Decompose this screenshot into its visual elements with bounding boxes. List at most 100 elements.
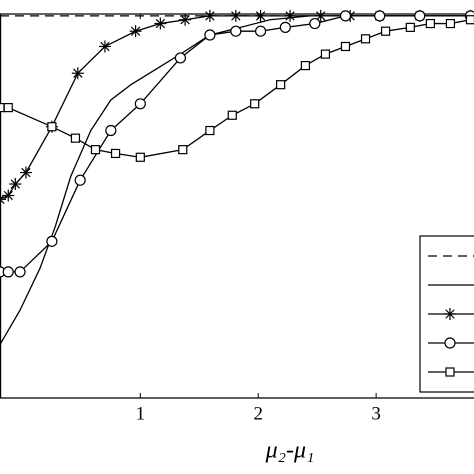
point <box>129 25 142 38</box>
marker <box>204 29 216 41</box>
point <box>0 103 5 113</box>
marker <box>255 11 266 21</box>
marker <box>300 60 310 71</box>
marker <box>230 25 242 37</box>
point <box>70 133 81 143</box>
point <box>9 178 22 191</box>
marker <box>205 11 215 21</box>
point <box>340 41 351 52</box>
point <box>204 29 216 41</box>
marker <box>445 18 456 29</box>
marker <box>100 41 110 52</box>
x-tick-label: 3 <box>371 403 381 424</box>
point <box>465 15 474 25</box>
marker <box>46 235 58 247</box>
marker <box>3 103 13 113</box>
marker <box>130 26 141 36</box>
marker <box>309 17 321 30</box>
marker <box>155 18 166 29</box>
point <box>444 337 456 349</box>
x-tick-label: 2 <box>253 403 263 424</box>
marker <box>374 10 386 22</box>
point <box>2 189 15 202</box>
point <box>254 9 267 22</box>
point <box>98 40 111 53</box>
marker <box>360 34 371 44</box>
marker <box>105 124 117 137</box>
marker <box>2 266 14 278</box>
point <box>374 10 386 22</box>
point <box>71 67 84 80</box>
point <box>14 266 26 278</box>
marker <box>0 194 5 201</box>
marker <box>0 103 5 113</box>
marker <box>231 11 241 21</box>
marker <box>316 11 326 21</box>
point <box>314 9 327 22</box>
point <box>178 145 188 155</box>
point <box>174 52 187 64</box>
marker <box>178 145 188 155</box>
series-line <box>0 15 474 345</box>
point <box>135 152 145 162</box>
point <box>320 49 331 59</box>
marker <box>425 18 435 29</box>
point <box>254 25 267 37</box>
point <box>250 99 260 109</box>
point <box>405 22 415 32</box>
marker <box>180 15 190 25</box>
marker <box>74 174 86 186</box>
marker <box>380 26 391 36</box>
point <box>205 125 215 136</box>
marker <box>110 148 121 159</box>
marker <box>3 190 13 201</box>
point <box>445 18 456 29</box>
point <box>154 17 167 30</box>
marker <box>205 125 215 136</box>
point <box>425 18 435 29</box>
point <box>3 103 13 113</box>
point <box>339 10 352 22</box>
point <box>380 26 391 36</box>
marker <box>276 80 286 90</box>
marker <box>21 167 31 178</box>
marker <box>134 98 146 110</box>
marker <box>414 10 426 22</box>
point <box>300 60 310 71</box>
marker <box>320 49 331 59</box>
marker <box>279 21 291 33</box>
marker <box>14 266 26 278</box>
point <box>19 166 32 179</box>
marker <box>10 179 20 189</box>
marker <box>135 152 145 162</box>
marker <box>285 11 295 21</box>
x-tick-label: 1 <box>136 403 146 424</box>
marker <box>47 122 57 132</box>
point <box>179 13 192 26</box>
marker <box>90 145 101 155</box>
point <box>279 21 291 33</box>
marker <box>227 110 237 120</box>
point <box>74 174 86 186</box>
point <box>46 235 58 247</box>
marker <box>340 41 351 52</box>
series-line <box>0 15 471 273</box>
marker <box>445 367 455 377</box>
marker <box>444 337 456 349</box>
point <box>444 308 456 320</box>
series-line <box>0 15 471 200</box>
point <box>2 266 14 278</box>
point <box>47 122 57 132</box>
point <box>134 98 146 110</box>
marker <box>405 22 415 32</box>
marker <box>70 133 81 143</box>
point <box>203 9 216 22</box>
point <box>105 124 117 137</box>
x-axis-label: μ₂-μ₁ <box>265 438 315 464</box>
point <box>276 80 286 90</box>
point <box>284 9 297 22</box>
point <box>227 110 237 120</box>
point <box>445 367 455 377</box>
marker <box>254 25 267 37</box>
